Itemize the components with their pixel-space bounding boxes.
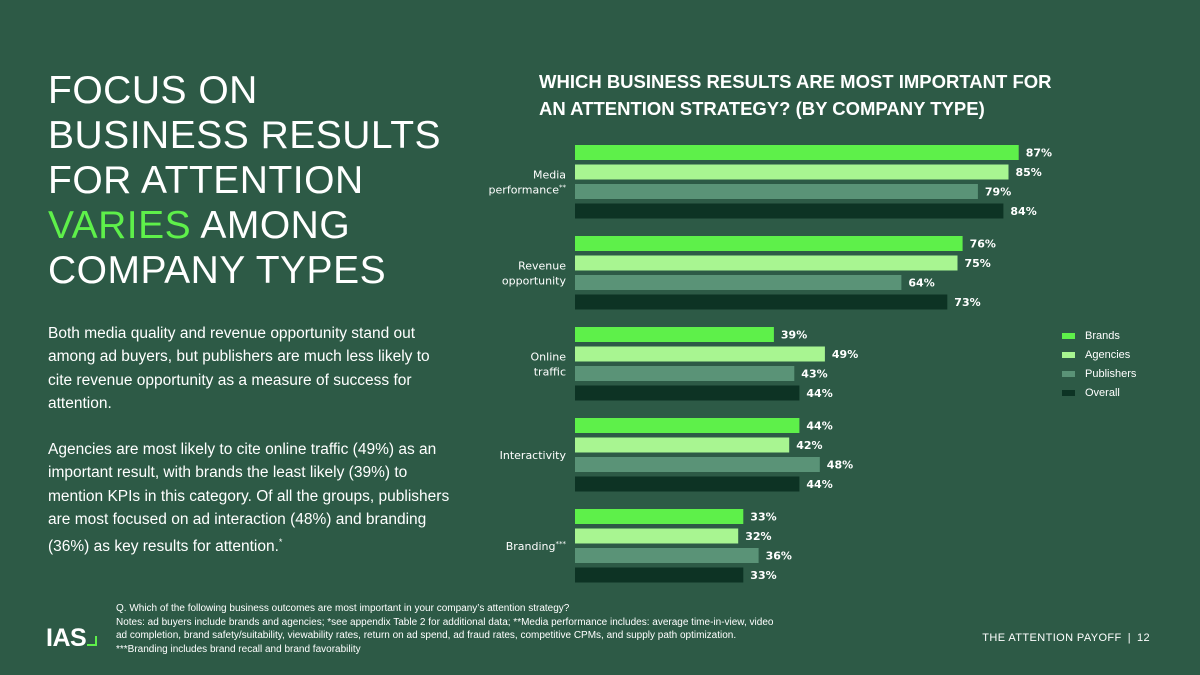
chart-title: WHICH BUSINESS RESULTS ARE MOST IMPORTAN… [539,71,1052,119]
category-footnote-marker: *** [556,540,567,548]
logo-mark-icon [87,636,98,646]
legend-swatch [1062,370,1075,377]
ias-logo: IAS [46,624,98,653]
legend-item: Brands [1062,326,1136,345]
footnote-line: ad completion, brand safety/suitability,… [116,630,737,641]
headline-accent: VARIES [48,204,192,247]
body-paragraph: Both media quality and revenue opportuni… [48,325,430,412]
body-text: Both media quality and revenue opportuni… [48,322,458,582]
bar-publishers [575,457,820,472]
category-footnote-marker: ** [559,183,567,191]
headline: FOCUS ON BUSINESS RESULTS FOR ATTENTION … [48,68,448,293]
chart-legend: Brands Agencies Publishers Overall [1062,326,1136,402]
bar-agencies [575,255,958,271]
data-label: 49% [832,348,858,361]
data-label: 73% [954,296,980,309]
headline-line: VARIES AMONG [48,203,448,248]
data-label: 39% [781,329,807,342]
bar-publishers [575,275,902,290]
data-label: 42% [796,439,822,452]
bar-overall [575,385,800,401]
data-label: 32% [745,530,771,543]
legend-label: Publishers [1085,367,1137,380]
category-label: Interactivity [500,449,567,462]
bar-overall [575,203,1004,219]
data-label: 33% [750,569,776,582]
bar-agencies [575,437,790,453]
legend-item: Agencies [1062,345,1136,364]
footnotes: Q. Which of the following business outco… [116,602,916,656]
body-paragraph: Agencies are most likely to cite online … [48,438,458,559]
footer: THE ATTENTION PAYOFF | 12 [982,632,1150,644]
bar-publishers [575,184,978,199]
data-label: 48% [827,459,853,472]
legend-item: Overall [1062,383,1136,402]
legend-swatch [1062,351,1075,358]
data-label: 44% [806,478,832,491]
category-label: traffic [534,365,566,378]
bar-agencies [575,346,825,362]
data-label: 76% [970,238,996,251]
headline-line: FOR ATTENTION [48,159,364,202]
data-label: 75% [965,257,991,270]
page-number: 12 [1136,632,1150,644]
bar-brands [575,145,1019,160]
data-label: 44% [806,387,832,400]
headline-line: FOCUS ON [48,69,258,112]
category-label: Media [533,168,566,181]
bar-agencies [575,528,739,544]
data-label: 44% [806,420,832,433]
bar-brands [575,509,744,524]
legend-label: Agencies [1085,348,1131,361]
category-label: Online [531,350,567,363]
category-label: Revenue [518,259,566,272]
bar-agencies [575,164,1009,180]
footnote-line: Notes: ad buyers include brands and agen… [116,616,774,628]
headline-line: COMPANY TYPES [48,249,387,292]
bar-publishers [575,366,795,381]
category-label: Branding*** [506,540,567,553]
bar-overall [575,567,744,583]
legend-label: Overall [1085,386,1120,399]
body-paragraph-text: Agencies are most likely to cite online … [48,441,450,556]
data-label: 84% [1010,205,1036,218]
data-label: 79% [985,186,1011,199]
category-label: performance** [489,183,567,196]
data-label: 43% [801,368,827,381]
logo-text: IAS [46,624,87,652]
footnote-line: ***Branding includes brand recall and br… [116,643,361,655]
bar-overall [575,294,948,310]
data-label: 87% [1026,147,1052,160]
legend-item: Publishers [1062,364,1136,383]
bar-chart: 87% 85% 79% 84% Media performance** 76% 75% 64% 7… [489,145,1052,583]
bar-publishers [575,548,759,563]
category-label: opportunity [502,274,567,287]
legend-swatch [1062,332,1075,339]
bar-brands [575,418,800,433]
legend-swatch [1062,389,1075,396]
legend-label: Brands [1085,329,1120,342]
headline-line: BUSINESS RESULTS [48,114,442,157]
footnote-marker: * [278,537,283,548]
footnote-line: Q. Which of the following business outco… [116,603,570,614]
footer-title: THE ATTENTION PAYOFF [982,632,1122,644]
data-label: 85% [1016,166,1042,179]
bar-brands [575,236,963,251]
headline-line-rest: AMONG [191,204,351,247]
footer-separator: | [1127,632,1131,644]
data-label: 36% [766,550,792,563]
bar-overall [575,476,800,492]
data-label: 33% [750,511,776,524]
bar-brands [575,327,774,342]
data-label: 64% [908,277,934,290]
